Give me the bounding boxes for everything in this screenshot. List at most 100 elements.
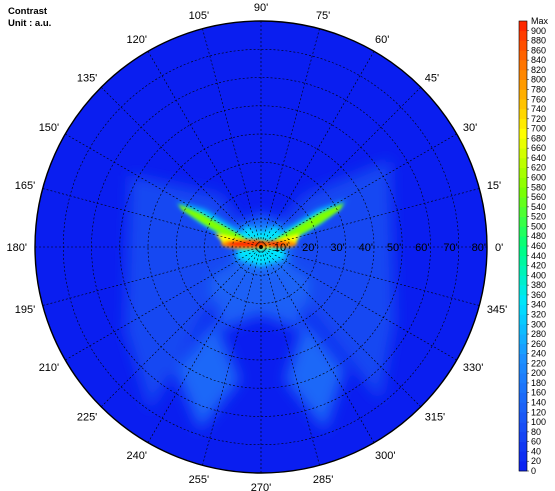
colorbar-label-300: 300 (531, 319, 546, 329)
colorbar-label-880: 880 (531, 36, 546, 46)
colorbar-label-480: 480 (531, 231, 546, 241)
colorbar-label-840: 840 (531, 55, 546, 65)
colorbar-band-460 (519, 236, 527, 247)
polar-label-10: 10' (274, 242, 288, 254)
polar-label-80: 80' (472, 242, 486, 254)
colorbar-band-660 (519, 138, 527, 149)
azimuth-label-45: 45' (425, 72, 439, 84)
colorbar-band-400 (519, 265, 527, 276)
grid-spoke-255 (202, 246, 262, 466)
colorbar-label-780: 780 (531, 84, 546, 94)
azimuth-label-105: 105' (189, 10, 209, 22)
colorbar-band-420 (519, 255, 527, 266)
colorbar-label-700: 700 (531, 124, 546, 134)
grid-spoke-75 (260, 28, 320, 248)
colorbar-band-280 (519, 324, 527, 335)
azimuth-label-15: 15' (487, 180, 501, 192)
colorbar-band-360 (519, 285, 527, 296)
colorbar-label-20: 20 (531, 456, 541, 466)
colorbar-band-160 (519, 382, 527, 394)
azimuth-label-285: 285' (313, 474, 333, 486)
colorbar-band-500 (519, 216, 527, 227)
colorbar-label-380: 380 (531, 280, 546, 290)
colorbar-max-label: Max (531, 16, 549, 26)
colorbar-label-820: 820 (531, 65, 546, 75)
colorbar-band-380 (519, 275, 527, 286)
colorbar-band-260 (519, 334, 527, 345)
grid-spoke-15 (260, 188, 480, 248)
colorbar-band-620 (519, 157, 527, 169)
colorbar-band-760 (519, 89, 527, 100)
grid-spoke-330 (260, 246, 457, 361)
polar-label-20: 20' (302, 242, 316, 254)
colorbar-band-0 (519, 461, 527, 472)
colorbar-label-680: 680 (531, 133, 546, 143)
colorbar-label-100: 100 (531, 417, 546, 427)
grid-spoke-195 (42, 246, 262, 306)
colorbar-band-560 (519, 187, 527, 198)
colorbar-label-280: 280 (531, 329, 546, 339)
colorbar-band-300 (519, 314, 527, 325)
azimuth-label-315: 315' (425, 412, 445, 424)
colorbar: Max9008808608408208007807607407207006806… (518, 16, 549, 476)
colorbar-label-320: 320 (531, 309, 546, 319)
colorbar-label-360: 360 (531, 290, 546, 300)
colorbar-band-840 (519, 50, 527, 61)
polar-angle-labels: 10' 20' 30' 40' 50' 60' 70' 80' (274, 242, 486, 254)
colorbar-label-60: 60 (531, 437, 541, 447)
polar-label-70: 70' (443, 242, 457, 254)
colorbar-label-600: 600 (531, 173, 546, 183)
grid-spoke-285 (260, 246, 320, 466)
colorbar-band-520 (519, 206, 527, 217)
colorbar-label-760: 760 (531, 94, 546, 104)
colorbar-band-540 (519, 197, 527, 208)
colorbar-label-560: 560 (531, 192, 546, 202)
grid-spoke-60 (260, 51, 375, 248)
colorbar-band-580 (519, 177, 527, 188)
polar-label-60: 60' (415, 242, 429, 254)
outer-ring (34, 20, 488, 474)
colorbar-label-200: 200 (531, 368, 546, 378)
azimuth-label-330: 330' (463, 362, 483, 374)
colorbar-label-800: 800 (531, 75, 546, 85)
colorbar-label-120: 120 (531, 407, 546, 417)
colorbar-band-740 (519, 99, 527, 110)
azimuth-label-60: 60' (375, 34, 389, 46)
azimuth-label-270: 270' (251, 482, 271, 491)
azimuth-label-300: 300' (375, 450, 395, 462)
chart-title: Contrast (8, 6, 48, 17)
azimuth-label-135: 135' (77, 72, 97, 84)
polar-grid (34, 20, 488, 474)
grid-spoke-165 (42, 188, 262, 248)
chart-title-block: Contrast Unit : a.u. (8, 6, 51, 30)
colorbar-label-860: 860 (531, 45, 546, 55)
colorbar-band-200 (519, 363, 527, 374)
azimuth-label-195: 195' (15, 304, 35, 316)
chart-unit: Unit : a.u. (8, 18, 52, 29)
colorbar-label-900: 900 (531, 26, 546, 36)
colorbar-label-640: 640 (531, 153, 546, 163)
grid-spoke-240 (147, 246, 262, 443)
grid-spoke-30 (260, 133, 457, 248)
colorbar-label-40: 40 (531, 446, 541, 456)
azimuth-label-180: 180' (7, 242, 27, 254)
azimuth-label-165: 165' (15, 180, 35, 192)
colorbar-band-220 (519, 353, 527, 364)
azimuth-label-30: 30' (463, 122, 477, 134)
colorbar-label-420: 420 (531, 261, 546, 271)
grid-spoke-210 (65, 246, 262, 361)
colorbar-band-900 (519, 21, 527, 32)
grid-spoke-105 (202, 28, 262, 248)
colorbar-band-480 (519, 226, 527, 237)
azimuth-label-0: 0' (495, 242, 503, 254)
colorbar-label-740: 740 (531, 104, 546, 114)
colorbar-label-400: 400 (531, 270, 546, 280)
colorbar-label-160: 160 (531, 388, 546, 398)
colorbar-band-720 (519, 109, 527, 120)
colorbar-band-820 (519, 60, 527, 71)
azimuth-label-120: 120' (127, 34, 147, 46)
colorbar-band-780 (519, 79, 527, 90)
grid-spoke-345 (260, 246, 480, 306)
grid-spoke-315 (260, 246, 422, 408)
